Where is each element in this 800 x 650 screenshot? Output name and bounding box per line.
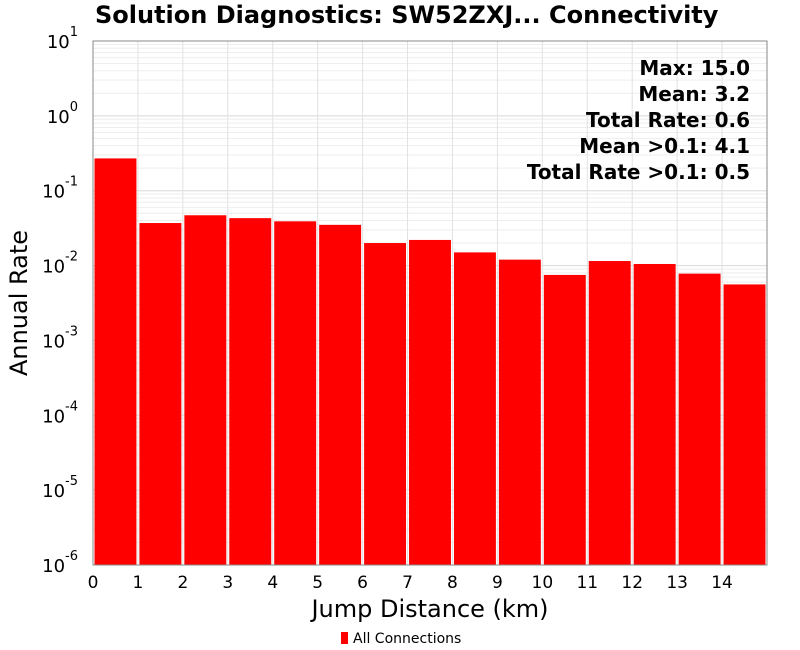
- stat-annotation: Mean >0.1: 4.1: [579, 134, 750, 158]
- bar: [409, 239, 451, 565]
- chart-title: Solution Diagnostics: SW52ZXJ... Connect…: [95, 1, 719, 29]
- y-tick-label: 10-2: [42, 250, 78, 278]
- stat-annotation: Mean: 3.2: [638, 82, 750, 106]
- x-tick-label: 5: [312, 573, 323, 593]
- y-tick-label: 10-5: [42, 474, 78, 502]
- x-tick-labels: 0 1 2 3 4 5 6 7 8 9 10 11 12 13 14: [88, 573, 733, 593]
- x-tick-label: 12: [621, 573, 643, 593]
- bar: [184, 215, 227, 565]
- bar: [678, 273, 721, 565]
- stat-annotation: Total Rate: 0.6: [586, 108, 750, 132]
- bar: [274, 221, 317, 565]
- bar: [633, 263, 676, 565]
- x-tick-label: 8: [447, 573, 458, 593]
- x-tick-label: 6: [357, 573, 368, 593]
- x-tick-label: 14: [711, 573, 733, 593]
- bar: [229, 218, 272, 565]
- bar: [723, 284, 766, 565]
- bar: [364, 243, 407, 566]
- bar: [319, 224, 362, 565]
- y-tick-label: 100: [47, 100, 78, 128]
- y-tick-label: 10-4: [42, 399, 78, 427]
- x-tick-label: 3: [222, 573, 233, 593]
- x-tick-label: 11: [576, 573, 598, 593]
- y-tick-label: 10-3: [42, 324, 78, 352]
- x-tick-label: 1: [133, 573, 144, 593]
- x-tick-label: 13: [666, 573, 688, 593]
- y-axis-label: Annual Rate: [5, 230, 33, 376]
- bar: [94, 158, 137, 565]
- x-tick-label: 7: [402, 573, 413, 593]
- legend-swatch: [341, 632, 348, 644]
- plot-frame: [92, 40, 768, 566]
- x-axis-label: Jump Distance (km): [309, 595, 548, 623]
- bar: [453, 252, 496, 565]
- y-tick-labels: 10-6 10-5 10-4 10-3 10-2 10-1 100 101: [42, 25, 78, 577]
- legend-label: All Connections: [353, 631, 461, 647]
- bar: [543, 274, 586, 565]
- x-tick-label: 4: [267, 573, 278, 593]
- bar: [498, 259, 541, 565]
- x-tick-label: 10: [532, 573, 554, 593]
- bar: [588, 261, 631, 565]
- stat-annotation: Max: 15.0: [639, 56, 750, 80]
- x-tick-label: 9: [492, 573, 503, 593]
- x-tick-label: 2: [177, 573, 188, 593]
- y-tick-label: 10-6: [42, 549, 78, 577]
- y-tick-label: 10-1: [42, 175, 78, 203]
- x-tick-label: 0: [88, 573, 99, 593]
- y-tick-label: 101: [47, 25, 78, 53]
- stat-annotation: Total Rate >0.1: 0.5: [527, 160, 750, 184]
- legend: All Connections: [341, 631, 461, 647]
- bars: [94, 158, 766, 566]
- bar: [139, 223, 182, 565]
